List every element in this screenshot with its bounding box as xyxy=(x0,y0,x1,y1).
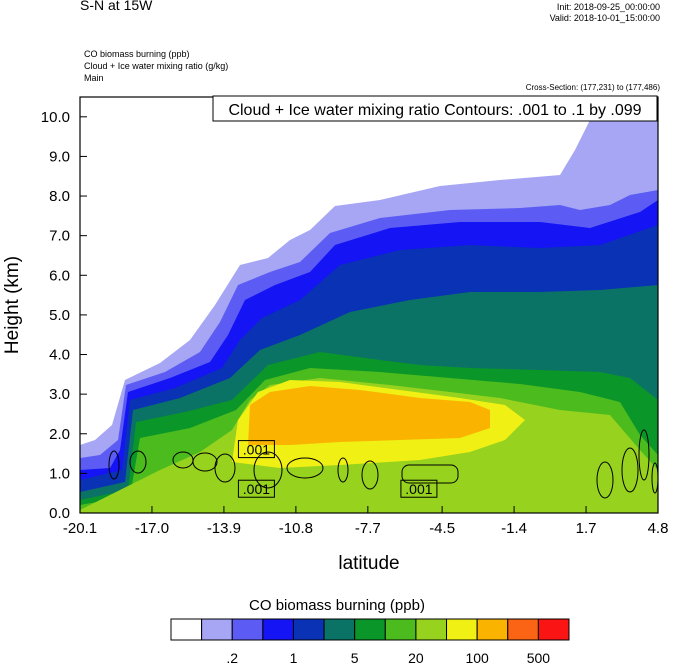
x-tick-label: -13.9 xyxy=(207,520,241,537)
x-tick-label: -10.8 xyxy=(279,520,313,537)
contour-label: .001 xyxy=(405,481,432,497)
x-axis-title: latitude xyxy=(338,553,399,574)
x-tick-label: -7.7 xyxy=(355,520,381,537)
contour-label-layer: .001 .001 .001 xyxy=(237,440,438,498)
contour-label: .001 xyxy=(243,442,270,458)
contour-info-box xyxy=(212,95,658,122)
axis-layer: -20.1 -17.0 -13.9 -10.8 -7.7 -4.5 -1.4 1.7 4.8 0.… xyxy=(2,109,668,574)
shaded-field xyxy=(80,97,658,513)
x-tick-label: -1.4 xyxy=(501,520,527,537)
y-tick-label: 10.0 xyxy=(41,109,70,126)
contour-label: .001 xyxy=(243,481,270,497)
y-tick-label: 9.0 xyxy=(49,148,70,165)
colorbar-swatch xyxy=(415,618,448,641)
y-tick-label: 0.0 xyxy=(49,505,70,522)
x-tick-label: -20.1 xyxy=(63,520,97,537)
x-tick-label: 1.7 xyxy=(576,520,597,537)
contour-label-box xyxy=(400,479,438,498)
y-tick-label: 2.0 xyxy=(49,426,70,443)
contour-label-box xyxy=(237,440,275,459)
contour-label-box xyxy=(237,479,275,498)
field-label-cloud: Cloud + Ice water mixing ratio (g/kg) xyxy=(84,61,229,71)
colorbar-label: 500 xyxy=(527,650,551,666)
colorbar-label: 1 xyxy=(290,650,298,666)
y-tick-label: 3.0 xyxy=(49,386,70,403)
colorbar-swatch xyxy=(262,618,294,641)
valid-time-label: Valid: 2018-10-01_15:00:00 xyxy=(549,13,660,23)
colorbar-swatch xyxy=(323,618,356,641)
colorbar-swatch xyxy=(507,618,539,641)
colorbar-label: .2 xyxy=(226,650,238,666)
colorbar-swatch xyxy=(201,618,233,641)
x-tick-label: -17.0 xyxy=(135,520,169,537)
colorbar: .2 1 5 20 100 500 xyxy=(170,618,570,666)
x-tick-label: -4.5 xyxy=(429,520,455,537)
field-label-main: Main xyxy=(84,73,104,83)
y-axis-title: Height (km) xyxy=(2,256,23,354)
colorbar-swatch xyxy=(231,618,264,641)
y-tick-label: 4.0 xyxy=(49,347,70,364)
plot-main-title: S-N at 15W xyxy=(80,0,153,13)
colorbar-label: 100 xyxy=(465,650,489,666)
y-tick-label: 6.0 xyxy=(49,267,70,284)
colorbar-label: 20 xyxy=(408,650,424,666)
colorbar-swatch xyxy=(384,618,417,641)
colorbar-swatch xyxy=(476,618,509,641)
colorbar-swatch xyxy=(537,618,570,641)
colorbar-title: CO biomass burning (ppb) xyxy=(249,597,425,614)
band-orange xyxy=(248,386,490,445)
init-time-label: Init: 2018-09-25_00:00:00 xyxy=(556,2,660,12)
y-tick-label: 5.0 xyxy=(49,307,70,324)
colorbar-swatch xyxy=(170,618,203,641)
colorbar-swatch xyxy=(354,618,386,641)
field-label-co: CO biomass burning (ppb) xyxy=(84,49,190,59)
y-tick-label: 8.0 xyxy=(49,188,70,205)
contour-info-text: Cloud + Ice water mixing ratio Contours:… xyxy=(228,102,641,119)
colorbar-swatch xyxy=(292,618,325,641)
x-tick-label: 4.8 xyxy=(648,520,669,537)
cloud-contours xyxy=(108,429,658,499)
y-tick-label: 7.0 xyxy=(49,228,70,245)
colorbar-swatch xyxy=(446,618,478,641)
y-tick-label: 1.0 xyxy=(49,465,70,482)
cross-section-label: Cross-Section: (177,231) to (177,486) xyxy=(525,83,660,92)
colorbar-label: 5 xyxy=(351,650,359,666)
